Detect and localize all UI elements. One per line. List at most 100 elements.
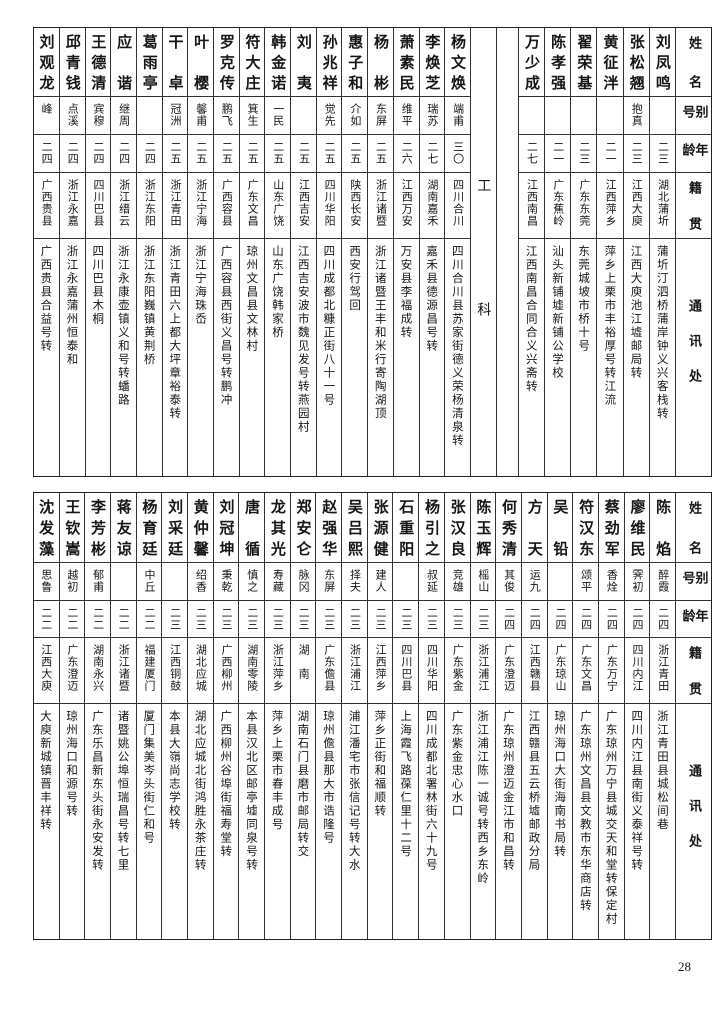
person-address-cell: 广西容县西街义昌号转鹏冲 (214, 239, 239, 476)
header-label-native: 籍贯 (686, 646, 701, 695)
person-name: 万少成 (522, 34, 541, 90)
person-age: 二三 (194, 607, 208, 631)
person-native-cell: 浙江浦江 (470, 638, 496, 704)
person-native-cell: 湖北蒲圻 (649, 173, 675, 239)
person-age: 二五 (297, 141, 311, 165)
person-age: 二三 (476, 607, 490, 631)
person-native-cell: 江西赣县 (521, 638, 547, 704)
person-native: 浙江诸暨 (374, 179, 388, 227)
person-name: 张汉良 (448, 499, 467, 556)
person-address: 本县汉北区邮亭墟同泉号转 (244, 710, 259, 872)
person-age-cell: 二二 (110, 601, 136, 638)
person-address: 琼州文昌县文林村 (245, 245, 260, 353)
person-address: 广西容县西街义昌号转鹏冲 (219, 245, 234, 407)
person-age-cell: 二二 (136, 601, 162, 638)
person-column: 黄仲馨 绍香 二三 湖北应城 湖北应城北街鸿胜永茶庄转 (186, 493, 213, 939)
person-age-cell: 二二 (85, 601, 110, 638)
person-name-cell: 沈发藻 (32, 493, 59, 563)
person-name: 萧素民 (397, 34, 416, 90)
person-native-cell: 四川内江 (624, 638, 650, 704)
person-age-cell: 二五 (162, 135, 188, 173)
person-address: 大庾新城镇晋丰祥转 (38, 710, 53, 832)
person-column: 蒋友谅 二二 浙江诸暨 诸暨姚公埠恒瑞昌号转七里 (109, 493, 136, 939)
person-alias-cell: 峰 (33, 97, 59, 135)
header-cell-native: 籍贯 (676, 173, 711, 239)
person-name: 刘采廷 (166, 499, 185, 556)
person-address: 浙江东阳巍镇黄荆桥 (142, 245, 157, 367)
person-age: 二三 (425, 607, 439, 631)
person-address: 江西吉安波市魏见发号转燕园村 (296, 245, 311, 434)
person-address-cell: 江西赣县五云桥墟邮政分局 (522, 704, 547, 939)
person-alias: 建人 (374, 569, 388, 593)
person-alias: 东屏 (374, 103, 388, 127)
person-age: 二三 (451, 607, 465, 631)
person-alias: 端甫 (451, 103, 465, 127)
person-alias-cell: 瑞苏 (419, 97, 445, 135)
person-name-cell: 王德清 (85, 28, 111, 97)
person-alias: 继周 (117, 103, 131, 127)
person-address-cell: 蒲圻汀泗桥蒲岸钟义兴客栈转 (650, 239, 675, 476)
person-name-cell: 葛雨亭 (136, 28, 162, 97)
person-name: 刘观龙 (37, 34, 56, 90)
bottom-roster-table: 姓名 别号 年龄 籍贯 通讯处 陈焰 醉霞 二四 浙江青田 浙江青田县城松间巷 廖维民 霁初 二四 四川内… (32, 492, 712, 940)
person-address-cell: 琼州海口和源号转 (60, 704, 85, 939)
person-native-cell: 广东蕉岭 (545, 173, 571, 239)
header-label-alias: 别号 (679, 571, 708, 584)
person-column: 刘采廷 二三 江西铜鼓 本县大嶺尚志学校转 (161, 493, 187, 939)
person-native: 四川巴县 (399, 644, 413, 692)
person-name: 罗克传 (217, 34, 236, 90)
person-column: 廖维民 霁初 二四 四川内江 四川内江县南街义泰祥号转 (623, 493, 650, 939)
person-age: 二二 (142, 607, 156, 631)
person-age-cell: 二三 (649, 135, 675, 173)
person-native: 江西萍乡 (604, 179, 618, 227)
person-age-cell: 二三 (162, 601, 187, 638)
person-native-cell: 浙江诸暨 (110, 638, 136, 704)
header-cell-address: 通讯处 (676, 704, 711, 939)
person-age-cell: 二四 (598, 601, 624, 638)
person-age-cell: 二三 (187, 601, 213, 638)
person-address: 湖北应城北街鸿胜永茶庄转 (193, 710, 208, 872)
person-alias-cell (162, 563, 187, 601)
person-name-cell: 陈孝强 (545, 28, 571, 97)
person-age-cell: 二一 (597, 135, 623, 173)
person-address-cell: 山东广饶韩家桥 (265, 239, 290, 476)
person-address-cell: 诸暨姚公埠恒瑞昌号转七里 (111, 704, 136, 939)
person-alias: 运九 (528, 569, 542, 593)
person-native-cell: 浙江萍乡 (265, 638, 290, 704)
person-native: 陕西长安 (348, 179, 362, 227)
person-address: 万安县李福成转 (399, 245, 414, 340)
person-column: 唐循 慎之 二三 湖南零陵 本县汉北区邮亭墟同泉号转 (238, 493, 264, 939)
person-address-cell: 浙江青田县城松间巷 (650, 704, 675, 939)
person-age-cell: 二三 (265, 601, 290, 638)
person-address: 江西南昌合同合义兴斋转 (524, 245, 539, 394)
person-column: 龙其光 寿藏 二三 浙江萍乡 萍乡上栗市春丰成号 (264, 493, 290, 939)
person-address-cell: 四川内江县南街义泰祥号转 (625, 704, 650, 939)
person-age-cell: 二三 (290, 601, 316, 638)
person-age: 二五 (348, 141, 362, 165)
person-address: 四川成都北糠正街八十一号 (322, 245, 337, 407)
person-native: 浙江永嘉 (66, 179, 80, 227)
person-age: 二四 (605, 607, 619, 631)
person-column: 萧素民 维平 二六 江西万安 万安县李福成转 (392, 28, 419, 476)
person-address: 浦江潘宅市张信记号转大水 (347, 710, 362, 872)
person-alias-cell: 中丘 (136, 563, 162, 601)
person-native: 山东广饶 (271, 179, 285, 227)
person-name-cell: 刘观龙 (33, 28, 59, 97)
person-age-cell: 二七 (419, 135, 445, 173)
person-native-cell: 四川华阳 (316, 173, 342, 239)
person-native-cell: 浙江东阳 (136, 173, 162, 239)
person-address-cell: 上海霞飞路葆仁里十二号 (393, 704, 418, 939)
person-alias-cell: 运九 (521, 563, 547, 601)
person-age: 二五 (220, 141, 234, 165)
person-alias: 宾穆 (91, 103, 105, 127)
person-age: 二五 (194, 141, 208, 165)
person-name: 惠子和 (346, 34, 365, 90)
person-name: 孙兆祥 (320, 34, 339, 90)
person-name: 沈发藻 (37, 499, 56, 556)
person-address-cell: 广东琼州澄迈金江市和昌转 (496, 704, 521, 939)
person-address: 广东乐昌新东头街永安发转 (90, 710, 105, 872)
person-alias-cell: 醉霞 (650, 563, 675, 601)
person-alias: 思鲁 (39, 569, 53, 593)
person-address-cell: 广东紫金忠心水口 (445, 704, 470, 939)
person-age: 二四 (66, 141, 80, 165)
